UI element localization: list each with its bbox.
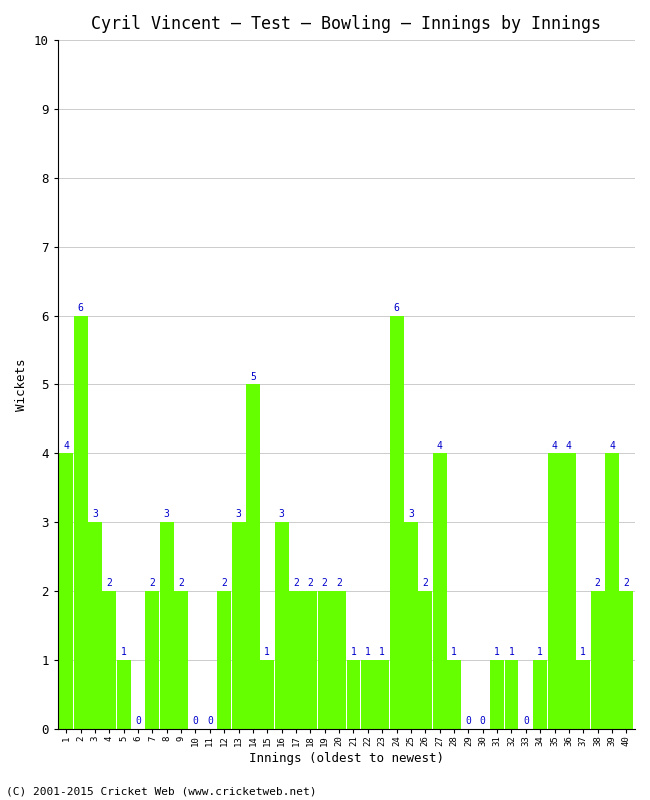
Bar [174,591,188,729]
Bar [289,591,303,729]
Text: 0: 0 [480,716,486,726]
Bar [73,315,88,729]
Text: 4: 4 [552,441,558,450]
Bar [419,591,432,729]
Bar [217,591,231,729]
Text: (C) 2001-2015 Cricket Web (www.cricketweb.net): (C) 2001-2015 Cricket Web (www.cricketwe… [6,786,317,796]
Bar [447,660,461,729]
Text: 3: 3 [279,510,285,519]
Bar [547,454,562,729]
Text: 2: 2 [178,578,184,588]
Text: 2: 2 [336,578,342,588]
Bar [304,591,317,729]
Text: 1: 1 [451,647,457,657]
Bar [433,454,447,729]
Text: 3: 3 [92,510,98,519]
Text: 1: 1 [265,647,270,657]
Text: 0: 0 [135,716,141,726]
Text: 2: 2 [623,578,629,588]
Text: 4: 4 [437,441,443,450]
Bar [404,522,418,729]
Text: 6: 6 [394,303,400,313]
Bar [605,454,619,729]
Text: 2: 2 [422,578,428,588]
Text: 1: 1 [538,647,543,657]
Bar [146,591,159,729]
Bar [562,454,576,729]
Text: 1: 1 [121,647,127,657]
Text: 0: 0 [192,716,198,726]
Text: 4: 4 [63,441,69,450]
Bar [389,315,404,729]
Text: 1: 1 [365,647,370,657]
Text: 3: 3 [236,510,242,519]
Bar [490,660,504,729]
Text: 0: 0 [465,716,471,726]
Text: 4: 4 [566,441,572,450]
Y-axis label: Wickets: Wickets [15,358,28,410]
Text: 2: 2 [595,578,601,588]
Text: 0: 0 [523,716,528,726]
Bar [275,522,289,729]
Title: Cyril Vincent – Test – Bowling – Innings by Innings: Cyril Vincent – Test – Bowling – Innings… [91,15,601,33]
Bar [375,660,389,729]
Bar [318,591,332,729]
Bar [59,454,73,729]
Bar [361,660,375,729]
Bar [346,660,361,729]
Bar [619,591,633,729]
Text: 2: 2 [322,578,328,588]
Text: 1: 1 [494,647,500,657]
Bar [533,660,547,729]
Bar [504,660,519,729]
Text: 4: 4 [609,441,615,450]
Text: 3: 3 [408,510,414,519]
Text: 2: 2 [150,578,155,588]
Bar [332,591,346,729]
Text: 1: 1 [580,647,586,657]
Text: 2: 2 [221,578,227,588]
Text: 1: 1 [379,647,385,657]
Text: 2: 2 [293,578,299,588]
Text: 5: 5 [250,372,256,382]
Bar [246,385,260,729]
Text: 1: 1 [508,647,514,657]
Bar [577,660,590,729]
Bar [261,660,274,729]
Text: 2: 2 [107,578,112,588]
Bar [231,522,246,729]
Text: 1: 1 [350,647,356,657]
Bar [88,522,102,729]
X-axis label: Innings (oldest to newest): Innings (oldest to newest) [249,752,444,765]
Bar [160,522,174,729]
Bar [117,660,131,729]
Text: 6: 6 [77,303,83,313]
Text: 3: 3 [164,510,170,519]
Bar [591,591,604,729]
Text: 0: 0 [207,716,213,726]
Bar [102,591,116,729]
Text: 2: 2 [307,578,313,588]
